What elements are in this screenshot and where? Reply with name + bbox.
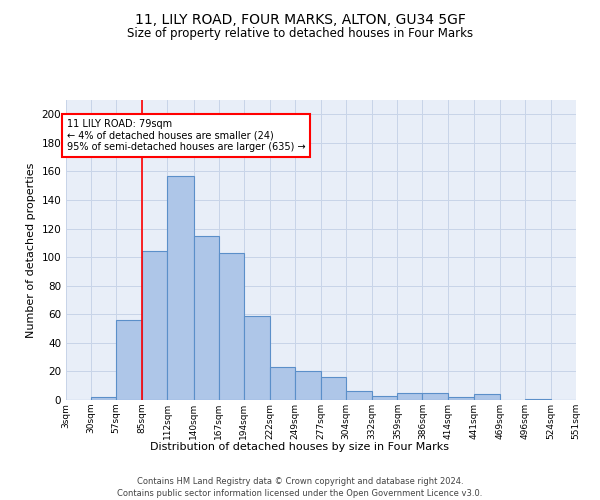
Bar [397, 393, 422, 400]
Bar [218, 253, 244, 400]
Text: Contains public sector information licensed under the Open Government Licence v3: Contains public sector information licen… [118, 489, 482, 498]
Text: Size of property relative to detached houses in Four Marks: Size of property relative to detached ho… [127, 28, 473, 40]
Bar [91, 397, 116, 400]
Text: 11, LILY ROAD, FOUR MARKS, ALTON, GU34 5GF: 11, LILY ROAD, FOUR MARKS, ALTON, GU34 5… [134, 12, 466, 26]
Bar [116, 320, 142, 400]
Bar [321, 377, 346, 400]
Bar [346, 392, 372, 400]
Bar [295, 372, 321, 400]
Bar [422, 393, 448, 400]
Bar [525, 398, 551, 400]
Bar [244, 316, 270, 400]
Text: Contains HM Land Registry data © Crown copyright and database right 2024.: Contains HM Land Registry data © Crown c… [137, 478, 463, 486]
Text: Distribution of detached houses by size in Four Marks: Distribution of detached houses by size … [151, 442, 449, 452]
Text: 11 LILY ROAD: 79sqm
← 4% of detached houses are smaller (24)
95% of semi-detache: 11 LILY ROAD: 79sqm ← 4% of detached hou… [67, 118, 305, 152]
Bar [372, 396, 397, 400]
Y-axis label: Number of detached properties: Number of detached properties [26, 162, 36, 338]
Bar [193, 236, 218, 400]
Bar [142, 252, 167, 400]
Bar [473, 394, 500, 400]
Bar [270, 367, 295, 400]
Bar [448, 397, 473, 400]
Bar [167, 176, 193, 400]
